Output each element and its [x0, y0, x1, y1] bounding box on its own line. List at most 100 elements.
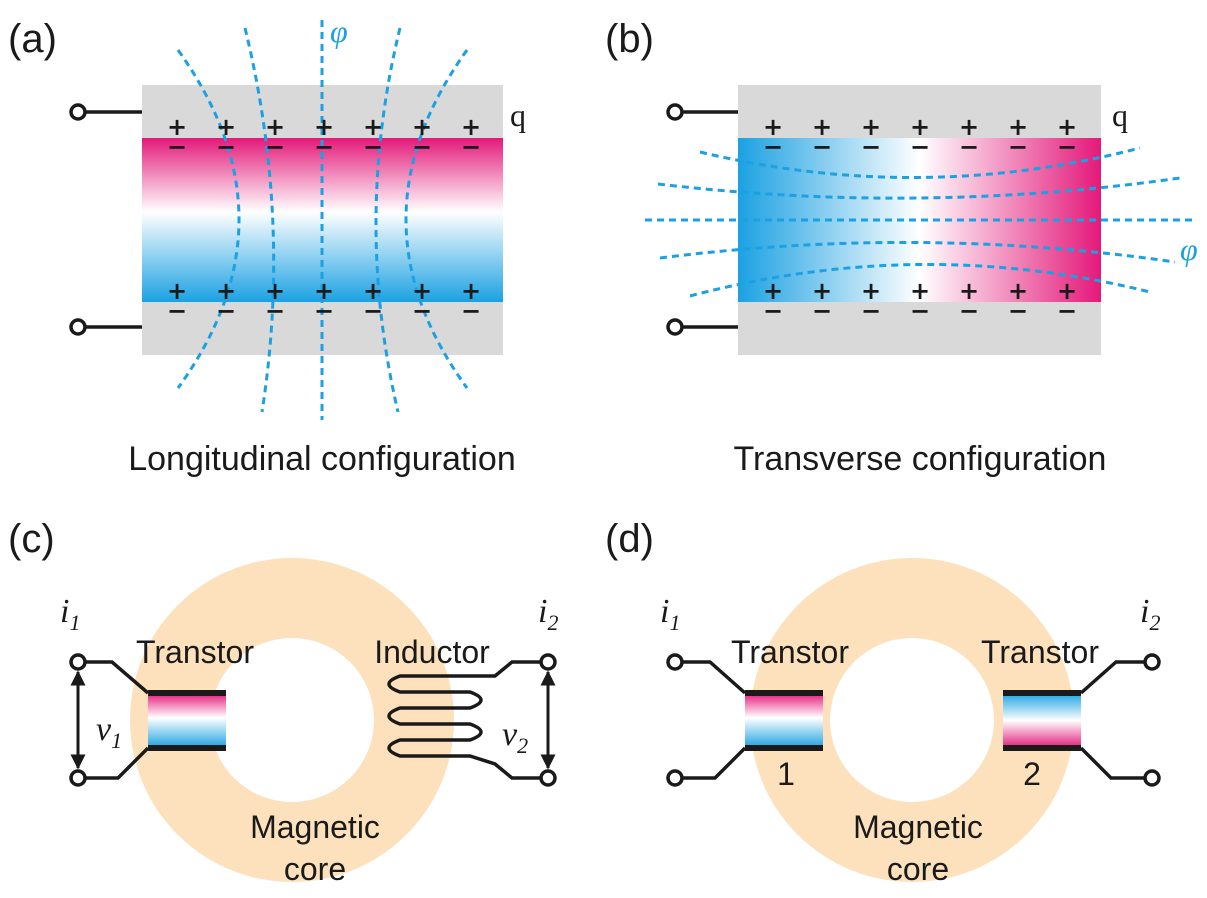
minus-sign: − [959, 297, 979, 325]
plus-sign: + [363, 277, 383, 305]
minus-sign: − [363, 133, 383, 161]
minus-sign: − [1008, 297, 1028, 325]
electrode [148, 690, 226, 751]
terminal [666, 103, 684, 121]
subscript: 2 [547, 610, 558, 635]
field-lines [645, 146, 1195, 298]
plus-sign: + [1057, 277, 1077, 305]
symbol: i [538, 593, 547, 630]
plus-sign: + [861, 113, 881, 141]
panel-c: (c) i1 i2 v1 v2 Transtor Inductor Magnet… [8, 517, 558, 887]
minus-sign: − [861, 297, 881, 325]
symbol: v [502, 716, 518, 753]
plus-sign: + [1008, 113, 1028, 141]
terminal [666, 769, 684, 787]
minus-sign: − [910, 297, 930, 325]
minus-sign: − [216, 133, 236, 161]
current-label: i1 [60, 593, 80, 635]
terminal [539, 769, 557, 787]
wire [86, 660, 150, 780]
minus-sign: − [812, 297, 832, 325]
minus-sign: − [763, 133, 783, 161]
plus-sign: + [265, 277, 285, 305]
field-label: φ [1180, 231, 1198, 267]
current-label: i2 [1140, 593, 1160, 635]
plus-sign: + [412, 113, 432, 141]
field-line [404, 49, 469, 389]
plus-sign: + [265, 113, 285, 141]
caption: Transverse configuration [734, 440, 1107, 478]
plus-sign: + [461, 113, 481, 141]
minus-sign: − [763, 297, 783, 325]
field-line [176, 49, 241, 389]
field-label: φ [330, 13, 348, 49]
symbol: i [1140, 593, 1149, 630]
symbol: v [96, 711, 112, 748]
minus-sign: − [461, 133, 481, 161]
voltage-label: v2 [502, 716, 528, 758]
charge-label: q [1112, 97, 1128, 133]
minus-sign: − [959, 133, 979, 161]
plus-sign: + [959, 113, 979, 141]
charge-label: q [510, 97, 526, 133]
plus-sign: + [763, 113, 783, 141]
wire [683, 660, 1144, 780]
element-label: Inductor [374, 634, 490, 670]
plus-sign: + [314, 113, 334, 141]
electrode [745, 690, 1081, 751]
plus-sign: + [1008, 277, 1028, 305]
minus-sign: − [910, 133, 930, 161]
transtor [745, 693, 823, 748]
core-label: core [887, 851, 949, 887]
terminal [69, 318, 87, 336]
voltage-label: v1 [96, 711, 122, 753]
panel-label: (d) [605, 517, 654, 561]
element-number: 2 [1023, 756, 1041, 792]
minus-sign: − [812, 133, 832, 161]
minus-sign: − [861, 133, 881, 161]
minus-sign: − [412, 133, 432, 161]
element-label: Transtor [136, 634, 254, 670]
minus-sign: − [167, 133, 187, 161]
current-label: i1 [660, 593, 680, 635]
subscript: 2 [517, 733, 528, 758]
plus-sign: + [861, 277, 881, 305]
terminal [1143, 653, 1161, 671]
minus-sign: − [265, 297, 285, 325]
field-line [699, 146, 1141, 179]
panel-a: (a) q φ Longitudinal configuration +−+−+… [8, 13, 526, 478]
field-line [689, 263, 1151, 298]
plus-sign: + [216, 277, 236, 305]
plus-sign: + [314, 277, 334, 305]
core-label: Magnetic [853, 809, 983, 845]
wire [683, 110, 738, 329]
plus-sign: + [216, 113, 236, 141]
minus-sign: − [314, 297, 334, 325]
terminal [1143, 769, 1161, 787]
transtor [1003, 693, 1081, 748]
terminal [69, 103, 87, 121]
transtor [148, 693, 226, 748]
charges: +−+−+−+−+−+−+−+−+−+−+−+−+−+− [167, 113, 481, 325]
subscript: 1 [669, 610, 680, 635]
minus-sign: − [412, 297, 432, 325]
plus-sign: + [910, 113, 930, 141]
element-label: Transtor [981, 634, 1099, 670]
field-line [374, 27, 402, 413]
panel-label: (b) [605, 17, 654, 61]
field-line [659, 240, 1176, 264]
terminal [539, 653, 557, 671]
plus-sign: + [412, 277, 432, 305]
core-label: Magnetic [250, 809, 380, 845]
field-line [243, 27, 276, 413]
plus-sign: + [910, 277, 930, 305]
wire [86, 110, 142, 329]
plus-sign: + [363, 113, 383, 141]
panel-b: (b) q φ Transverse configuration +−+−+−+… [605, 17, 1198, 478]
minus-sign: − [314, 133, 334, 161]
plus-sign: + [167, 113, 187, 141]
minus-sign: − [1057, 133, 1077, 161]
subscript: 1 [111, 728, 122, 753]
